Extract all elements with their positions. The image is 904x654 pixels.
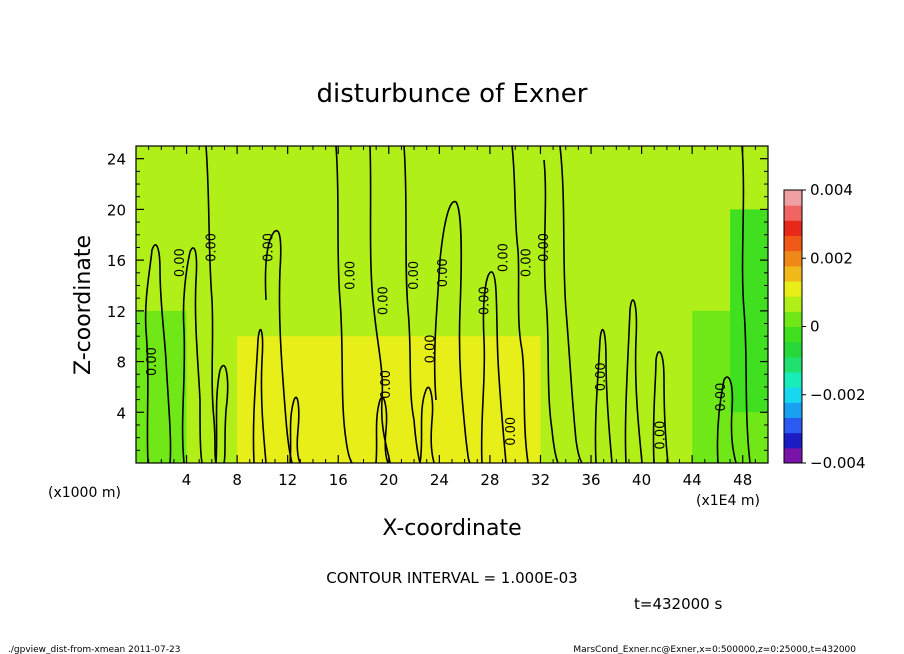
- colorbar-segment: [784, 387, 802, 403]
- y-axis-label: Z-coordinate: [71, 235, 96, 375]
- colorbar-segment: [784, 190, 802, 206]
- contour-line: [511, 146, 529, 463]
- contour-label: 0.00: [497, 243, 512, 272]
- x-tick-label: 48: [733, 471, 752, 489]
- y-tick-label: 16: [107, 252, 126, 270]
- contour-label: 0.00: [653, 421, 668, 450]
- x-tick-label: 44: [683, 471, 702, 489]
- contour-label: 0.00: [594, 362, 609, 391]
- x-axis: 4 8 12 16 20 24 28 32 36 40 44 48: [148, 146, 756, 489]
- colorbar-segment: [784, 296, 802, 312]
- x-tick-label: 16: [329, 471, 348, 489]
- contour-label: 0.00: [537, 233, 552, 262]
- x-tick-label: 4: [182, 471, 192, 489]
- contour-line: [289, 396, 301, 463]
- x-tick-label: 12: [278, 471, 297, 489]
- time-text: t=432000 s: [634, 595, 722, 613]
- contour-label-layer: 0.000.000.00 0.000.000.000.00 0.000.000.00…: [145, 233, 729, 450]
- colorbar-segment: [784, 235, 802, 252]
- contour-line: [215, 364, 229, 463]
- colorbar-segment: [784, 220, 802, 236]
- colorbar-segment: [784, 447, 802, 464]
- field-layer: [136, 146, 768, 463]
- x-tick-label: 40: [632, 471, 651, 489]
- y-axis: 4 8 12 16 20 24: [107, 151, 768, 451]
- contour-label: 0.00: [205, 233, 220, 262]
- contour-line: [716, 376, 737, 463]
- contour-line: [741, 146, 751, 463]
- contour-line: [205, 146, 217, 463]
- colorbar-tick-label: −0.002: [810, 386, 866, 404]
- x-unit-label: (x1E4 m): [696, 493, 760, 509]
- colorbar-segment: [784, 265, 802, 282]
- field-region: [136, 146, 339, 337]
- contour-line: [433, 200, 471, 463]
- contour-label: 0.00: [173, 248, 188, 277]
- colorbar: 0.004 0.002 0 −0.002 −0.004: [783, 181, 866, 472]
- contour-line: [252, 328, 267, 463]
- x-tick-label: 36: [581, 471, 600, 489]
- colorbar-segment: [784, 356, 802, 373]
- colorbar-segment: [784, 402, 802, 418]
- contour-lines: [144, 146, 751, 463]
- contour-line: [181, 247, 203, 463]
- colorbar-segment: [784, 250, 802, 267]
- contour-line: [403, 146, 421, 463]
- chart-title: disturbunce of Exner: [317, 79, 588, 109]
- colorbar-segment: [784, 281, 802, 297]
- contour-line: [594, 328, 613, 463]
- contour-interval-text: CONTOUR INTERVAL = 1.000E-03: [326, 569, 577, 587]
- contour-line: [369, 146, 391, 463]
- contour-label: 0.00: [714, 383, 729, 412]
- contour-label: 0.00: [379, 370, 394, 399]
- x-tick-label: 24: [430, 471, 449, 489]
- field-region: [136, 310, 187, 463]
- contour-line: [652, 351, 669, 463]
- y-tick-label: 8: [116, 354, 126, 372]
- contour-label: 0.00: [519, 248, 534, 277]
- contour-line: [375, 396, 389, 463]
- contour-label: 0.00: [344, 261, 359, 290]
- x-tick-label: 28: [480, 471, 499, 489]
- x-tick-label: 32: [531, 471, 550, 489]
- contour-label: 0.00: [262, 233, 277, 262]
- colorbar-segment: [784, 341, 802, 358]
- y-tick-label: 4: [116, 404, 126, 422]
- contour-line: [419, 386, 435, 463]
- colorbar-segment: [784, 372, 802, 388]
- colorbar-segment: [784, 432, 802, 449]
- contour-label: 0.00: [377, 286, 392, 315]
- contour-line: [480, 271, 507, 463]
- contour-line: [144, 244, 172, 463]
- contour-line: [335, 146, 353, 463]
- x-axis-label: X-coordinate: [382, 516, 521, 541]
- contour-line: [624, 299, 643, 463]
- colorbar-tick-label: 0: [810, 318, 820, 336]
- x-tick-label: 20: [379, 471, 398, 489]
- contour-label: 0.00: [423, 334, 438, 363]
- contour-label: 0.00: [478, 286, 493, 315]
- footer-right: MarsCond_Exner.nc@Exner,x=0:500000,z=0:2…: [573, 645, 856, 654]
- contour-label: 0.00: [145, 347, 160, 376]
- footer-left: ./gpview_dist-from-xmean 2011-07-23: [8, 645, 180, 654]
- contour-label: 0.00: [436, 258, 451, 287]
- colorbar-tick-label: −0.004: [810, 454, 866, 472]
- colorbar-segment: [784, 326, 802, 343]
- colorbar-segment: [784, 205, 802, 221]
- contour-line: [264, 229, 293, 463]
- colorbar-segment: [784, 417, 802, 434]
- contour-line: [543, 159, 559, 463]
- y-tick-label: 12: [107, 303, 126, 321]
- y-unit-label: (x1000 m): [48, 485, 121, 501]
- y-tick-label: 20: [107, 201, 126, 219]
- colorbar-segment: [784, 311, 802, 327]
- colorbar-tick-label: 0.002: [810, 249, 853, 267]
- contour-label: 0.00: [504, 417, 519, 446]
- contour-label: 0.00: [407, 261, 422, 290]
- colorbar-tick-label: 0.004: [810, 181, 853, 199]
- x-tick-label: 8: [232, 471, 242, 489]
- contour-line: [559, 146, 583, 463]
- y-tick-label: 24: [107, 151, 126, 169]
